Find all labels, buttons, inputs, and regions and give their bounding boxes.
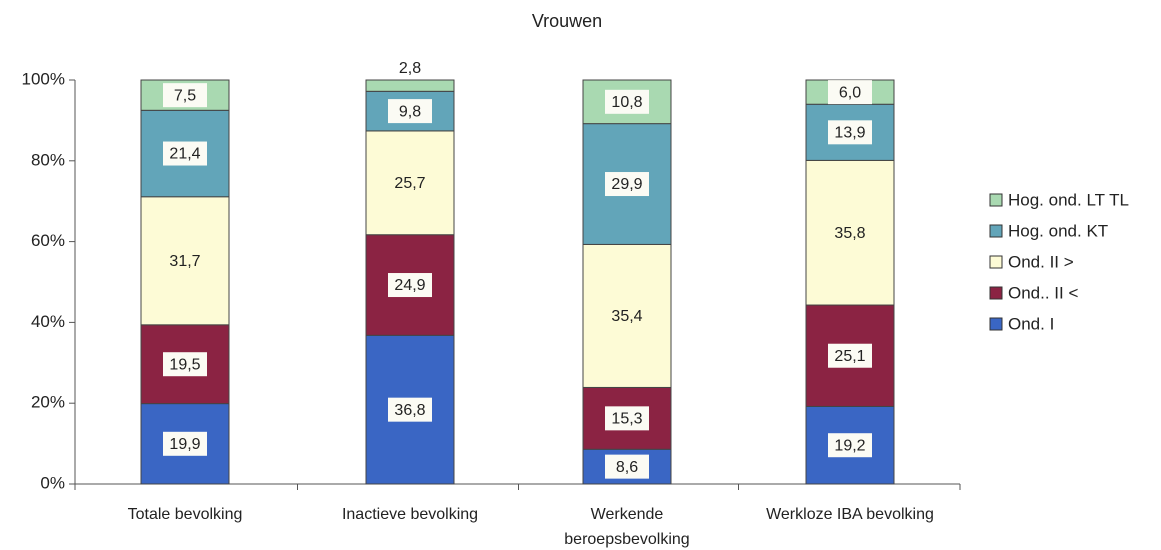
label-box: [388, 99, 432, 124]
data-label: 21,4: [169, 146, 200, 163]
label-box: [163, 83, 207, 108]
label-box: [828, 120, 872, 145]
label-box: [828, 220, 872, 245]
data-label: 9,8: [399, 103, 421, 120]
legend-swatch: [989, 255, 1003, 269]
label-box: [605, 303, 649, 328]
y-tick-label: 80%: [31, 150, 65, 169]
bar-segment: [365, 79, 455, 92]
x-tick-label: Werkloze IBA bevolking: [766, 506, 934, 523]
label-box: [605, 454, 649, 479]
data-label: 25,7: [394, 175, 425, 192]
label-box: [388, 397, 432, 422]
data-label: 8,6: [616, 459, 638, 476]
legend-swatch: [989, 193, 1003, 207]
data-label: 25,1: [834, 348, 865, 365]
data-label: 19,2: [834, 437, 865, 454]
data-label: 35,8: [834, 225, 865, 242]
data-label: 2,8: [399, 60, 421, 77]
label-box: [163, 431, 207, 456]
legend-label: Ond. I: [1008, 314, 1054, 333]
data-label: 10,8: [611, 94, 642, 111]
label-box: [828, 433, 872, 458]
data-label: 31,7: [169, 253, 200, 270]
y-tick-label: 0%: [40, 473, 65, 492]
label-box: [163, 352, 207, 377]
data-label: 6,0: [839, 84, 861, 101]
x-tick-label: Totale bevolking: [127, 506, 243, 523]
legend-label: Ond. II >: [1008, 252, 1074, 271]
legend-swatch: [989, 224, 1003, 238]
x-tick-label: Inactieve bevolking: [341, 506, 479, 523]
label-box: [388, 170, 432, 195]
data-label: 24,9: [394, 277, 425, 294]
data-label: 15,3: [611, 411, 642, 428]
label-box: [163, 248, 207, 273]
chart-title: Vrouwen: [532, 11, 602, 31]
data-label: 7,5: [174, 87, 196, 104]
y-tick-label: 20%: [31, 393, 65, 412]
y-tick-label: 60%: [31, 231, 65, 250]
label-box: [388, 273, 432, 298]
y-tick-label: 100%: [22, 69, 65, 88]
legend-swatch: [989, 317, 1003, 331]
legend-label: Hog. ond. LT TL: [1008, 190, 1129, 209]
legend-swatch: [989, 286, 1003, 300]
data-label: 19,5: [169, 356, 200, 373]
data-label: 19,9: [169, 436, 200, 453]
data-label: 13,9: [834, 125, 865, 142]
label-box: [605, 89, 649, 114]
label-box: [605, 406, 649, 431]
label-box: [828, 343, 872, 368]
label-box: [605, 172, 649, 197]
label-box: [828, 80, 872, 105]
data-label: 36,8: [394, 402, 425, 419]
y-tick-label: 40%: [31, 312, 65, 331]
data-label: 29,9: [611, 176, 642, 193]
label-box: [163, 141, 207, 166]
x-tick-label: Werkende beroepsbevolking: [564, 506, 690, 548]
legend-label: Ond.. II <: [1008, 283, 1078, 302]
legend-label: Hog. ond. KT: [1008, 221, 1108, 240]
data-label: 35,4: [611, 308, 642, 325]
